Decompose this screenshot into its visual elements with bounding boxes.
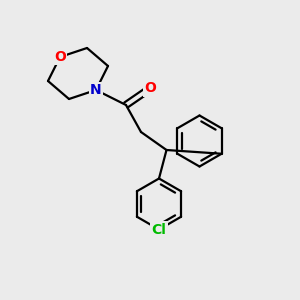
Text: O: O <box>144 82 156 95</box>
Text: Cl: Cl <box>152 223 166 236</box>
Text: O: O <box>54 50 66 64</box>
Text: N: N <box>90 83 102 97</box>
